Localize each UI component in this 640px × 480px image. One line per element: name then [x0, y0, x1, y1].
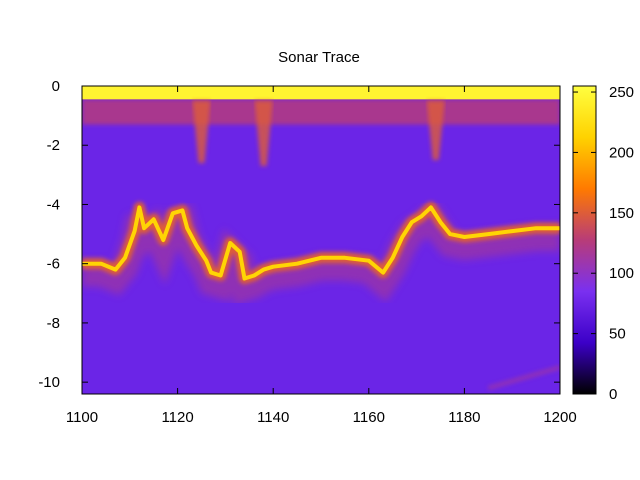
colorbar-frame [572, 85, 597, 395]
y-tick-label: -10 [38, 374, 60, 391]
near-surface-band [82, 99, 560, 125]
colorbar-tick-label: 150 [609, 205, 634, 222]
colorbar-tick-label: 0 [609, 386, 617, 403]
chart-title: Sonar Trace [278, 49, 360, 66]
colorbar-tick-label: 250 [609, 84, 634, 101]
y-tick-label: -8 [47, 315, 60, 332]
x-tick-label: 1180 [448, 409, 480, 426]
x-tick-label: 1140 [257, 409, 289, 426]
surface-band [82, 86, 560, 100]
secondary-layer-0 [487, 365, 560, 390]
y-axis: 0 -2 -4 -6 -8 -10 [38, 78, 560, 391]
colorbar-tick-label: 50 [609, 326, 626, 343]
x-tick-label: 1120 [161, 409, 193, 426]
y-tick-label: 0 [52, 78, 60, 95]
plot-frame [81, 85, 561, 395]
colorbar-gradient [573, 86, 596, 394]
x-axis: 1100 1120 1140 1160 1180 1200 [66, 86, 577, 426]
colorbar-tick-label: 200 [609, 144, 634, 161]
plume-0 [192, 100, 211, 163]
x-tick-label: 1200 [543, 409, 576, 426]
colorbar-tick-label: 100 [609, 265, 634, 282]
colorbar: 0 50 100 150 200 250 [572, 84, 634, 403]
x-tick-label: 1160 [353, 409, 385, 426]
y-tick-label: -4 [47, 196, 60, 213]
heatmap-plot-area [82, 86, 560, 394]
y-tick-label: -6 [47, 256, 60, 273]
plume-2 [426, 100, 445, 161]
y-tick-label: -2 [47, 137, 60, 154]
plume-1 [254, 100, 273, 166]
bottom-trace-line [82, 205, 560, 281]
bottom-trace-shadow [82, 197, 560, 306]
x-tick-label: 1100 [66, 409, 98, 426]
